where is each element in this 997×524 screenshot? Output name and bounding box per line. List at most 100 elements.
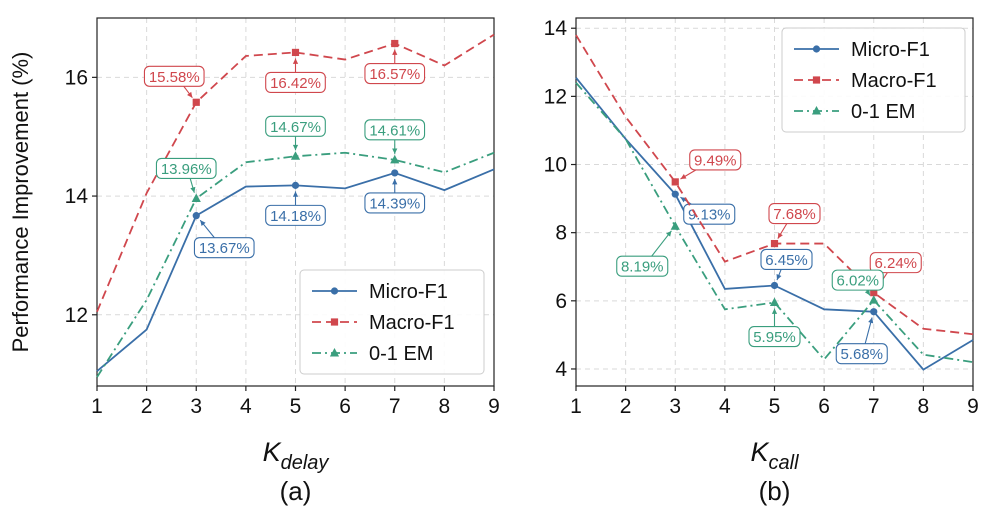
annotation-arrowhead <box>392 49 398 55</box>
annotation-arrowhead <box>392 178 398 185</box>
annotation-arrowhead <box>292 58 299 64</box>
annotation-label: 9.13% <box>688 207 731 224</box>
data-point-marker <box>390 154 400 164</box>
series-line-0-1-em <box>96 151 495 378</box>
annotation-label: 14.18% <box>270 208 321 225</box>
x-tick-label: 4 <box>719 395 731 418</box>
x-tick-label: 1 <box>91 395 103 418</box>
legend-label: 0-1 EM <box>369 343 433 365</box>
annotation-box <box>265 71 326 93</box>
series-line-0-1-em <box>575 82 974 364</box>
annotation-label: 14.67% <box>270 119 321 136</box>
x-tick-label: 8 <box>439 395 451 418</box>
data-point-marker <box>391 39 399 48</box>
annotation-box <box>265 204 326 226</box>
panel-b: 1 2 3 4 5 6 7 8 94681012149.13%6.45%5.68%9.49%7.… <box>544 17 979 506</box>
annotation-arrowhead <box>187 91 193 98</box>
legend-swatch-marker <box>330 318 339 326</box>
annotation-label: 8.19% <box>621 259 664 276</box>
legend-label: Micro-F1 <box>369 281 448 303</box>
annotation-label: 13.67% <box>199 240 250 257</box>
data-point-marker <box>870 308 878 316</box>
data-point-marker <box>290 151 301 160</box>
annotation-label: 16.57% <box>369 66 420 83</box>
annotation-label: 16.42% <box>270 75 321 92</box>
legend-swatch-marker <box>812 76 821 84</box>
legend-box <box>781 27 966 133</box>
data-point-marker <box>869 295 879 304</box>
annotation-box <box>364 192 426 214</box>
annotation-label: 5.68% <box>840 346 883 363</box>
annotation-box <box>748 325 801 348</box>
x-tick-label: 4 <box>240 395 252 418</box>
data-point-marker <box>770 239 779 248</box>
annotation-box <box>869 252 922 274</box>
y-tick-label: 8 <box>555 222 567 245</box>
y-tick-label: 6 <box>555 290 567 313</box>
x-tick-label: 1 <box>570 395 582 418</box>
data-point-marker <box>671 178 679 186</box>
y-tick-label: 12 <box>65 304 88 327</box>
series-0-1-em: 13.96% 14.67% 14.61% <box>96 115 495 378</box>
data-point-marker <box>192 212 200 220</box>
legend: Micro-F1 Macro-F1 0-1 EM <box>299 269 485 375</box>
series-macro-f1: 15.58% 16.42% 16.57% <box>96 33 495 313</box>
annotation-arrowhead <box>666 230 672 237</box>
annotation-label: 14.61% <box>369 122 420 139</box>
legend-swatch-marker <box>812 45 821 53</box>
annotation-arrowhead <box>200 220 206 227</box>
legend-box <box>299 269 485 375</box>
y-axis-label: Performance Improvement (%) <box>8 52 33 353</box>
legend: Micro-F1 Macro-F1 0-1 EM <box>781 27 966 133</box>
annotation-box <box>768 203 821 225</box>
annotation-arrowhead <box>190 186 196 193</box>
data-point-marker <box>671 190 679 198</box>
x-axis-label: Kdelay <box>263 437 330 474</box>
legend-label: Micro-F1 <box>851 39 930 61</box>
data-point-marker <box>191 193 201 202</box>
data-point-marker <box>192 98 200 106</box>
annotation-box <box>689 149 742 171</box>
data-point-marker <box>291 48 300 57</box>
annotation-label: 7.68% <box>773 206 816 223</box>
legend-label: Macro-F1 <box>369 312 455 334</box>
annotation-arrowhead <box>292 191 299 197</box>
x-axis-label-main: K <box>263 437 282 467</box>
series-micro-f1: 13.67% 14.18% 14.39% <box>96 168 495 372</box>
data-point-marker <box>391 169 399 177</box>
data-point-marker <box>291 181 300 189</box>
x-axis-label: Kcall <box>750 437 799 474</box>
legend-label: 0-1 EM <box>851 101 915 123</box>
annotation-arrowhead <box>680 174 687 180</box>
annotation-arrowhead <box>868 317 874 324</box>
annotation-box <box>616 255 669 277</box>
x-tick-label: 6 <box>339 395 351 418</box>
annotation-label: 9.49% <box>694 152 737 169</box>
x-tick-label: 9 <box>967 395 979 418</box>
x-tick-label: 2 <box>620 395 632 418</box>
series-0-1-em: 8.19% 5.95% 6.02% <box>575 82 974 364</box>
annotation-label: 5.95% <box>753 329 796 346</box>
annotation-box <box>364 62 426 85</box>
annotation-label: 6.24% <box>874 255 917 272</box>
legend-swatch-marker <box>330 287 339 295</box>
annotation-label: 15.58% <box>149 69 200 86</box>
series-macro-f1: 9.49% 7.68% 6.24% <box>575 34 974 336</box>
x-axis-label-main: K <box>750 437 769 467</box>
x-tick-label: 9 <box>488 395 500 418</box>
annotation-arrowhead <box>392 148 398 154</box>
x-tick-label: 3 <box>669 395 681 418</box>
annotation-arrowhead <box>771 308 778 314</box>
x-tick-label: 8 <box>918 395 930 418</box>
annotation-box <box>760 248 813 271</box>
annotation-arrowhead <box>864 289 871 296</box>
annotation-arrowhead <box>292 144 299 151</box>
annotation-box <box>683 203 736 225</box>
annotation-box <box>831 269 884 291</box>
y-tick-label: 16 <box>65 66 88 89</box>
annotation-box <box>835 343 888 365</box>
annotation-arrowhead <box>776 274 782 281</box>
y-tick-label: 14 <box>544 17 568 40</box>
